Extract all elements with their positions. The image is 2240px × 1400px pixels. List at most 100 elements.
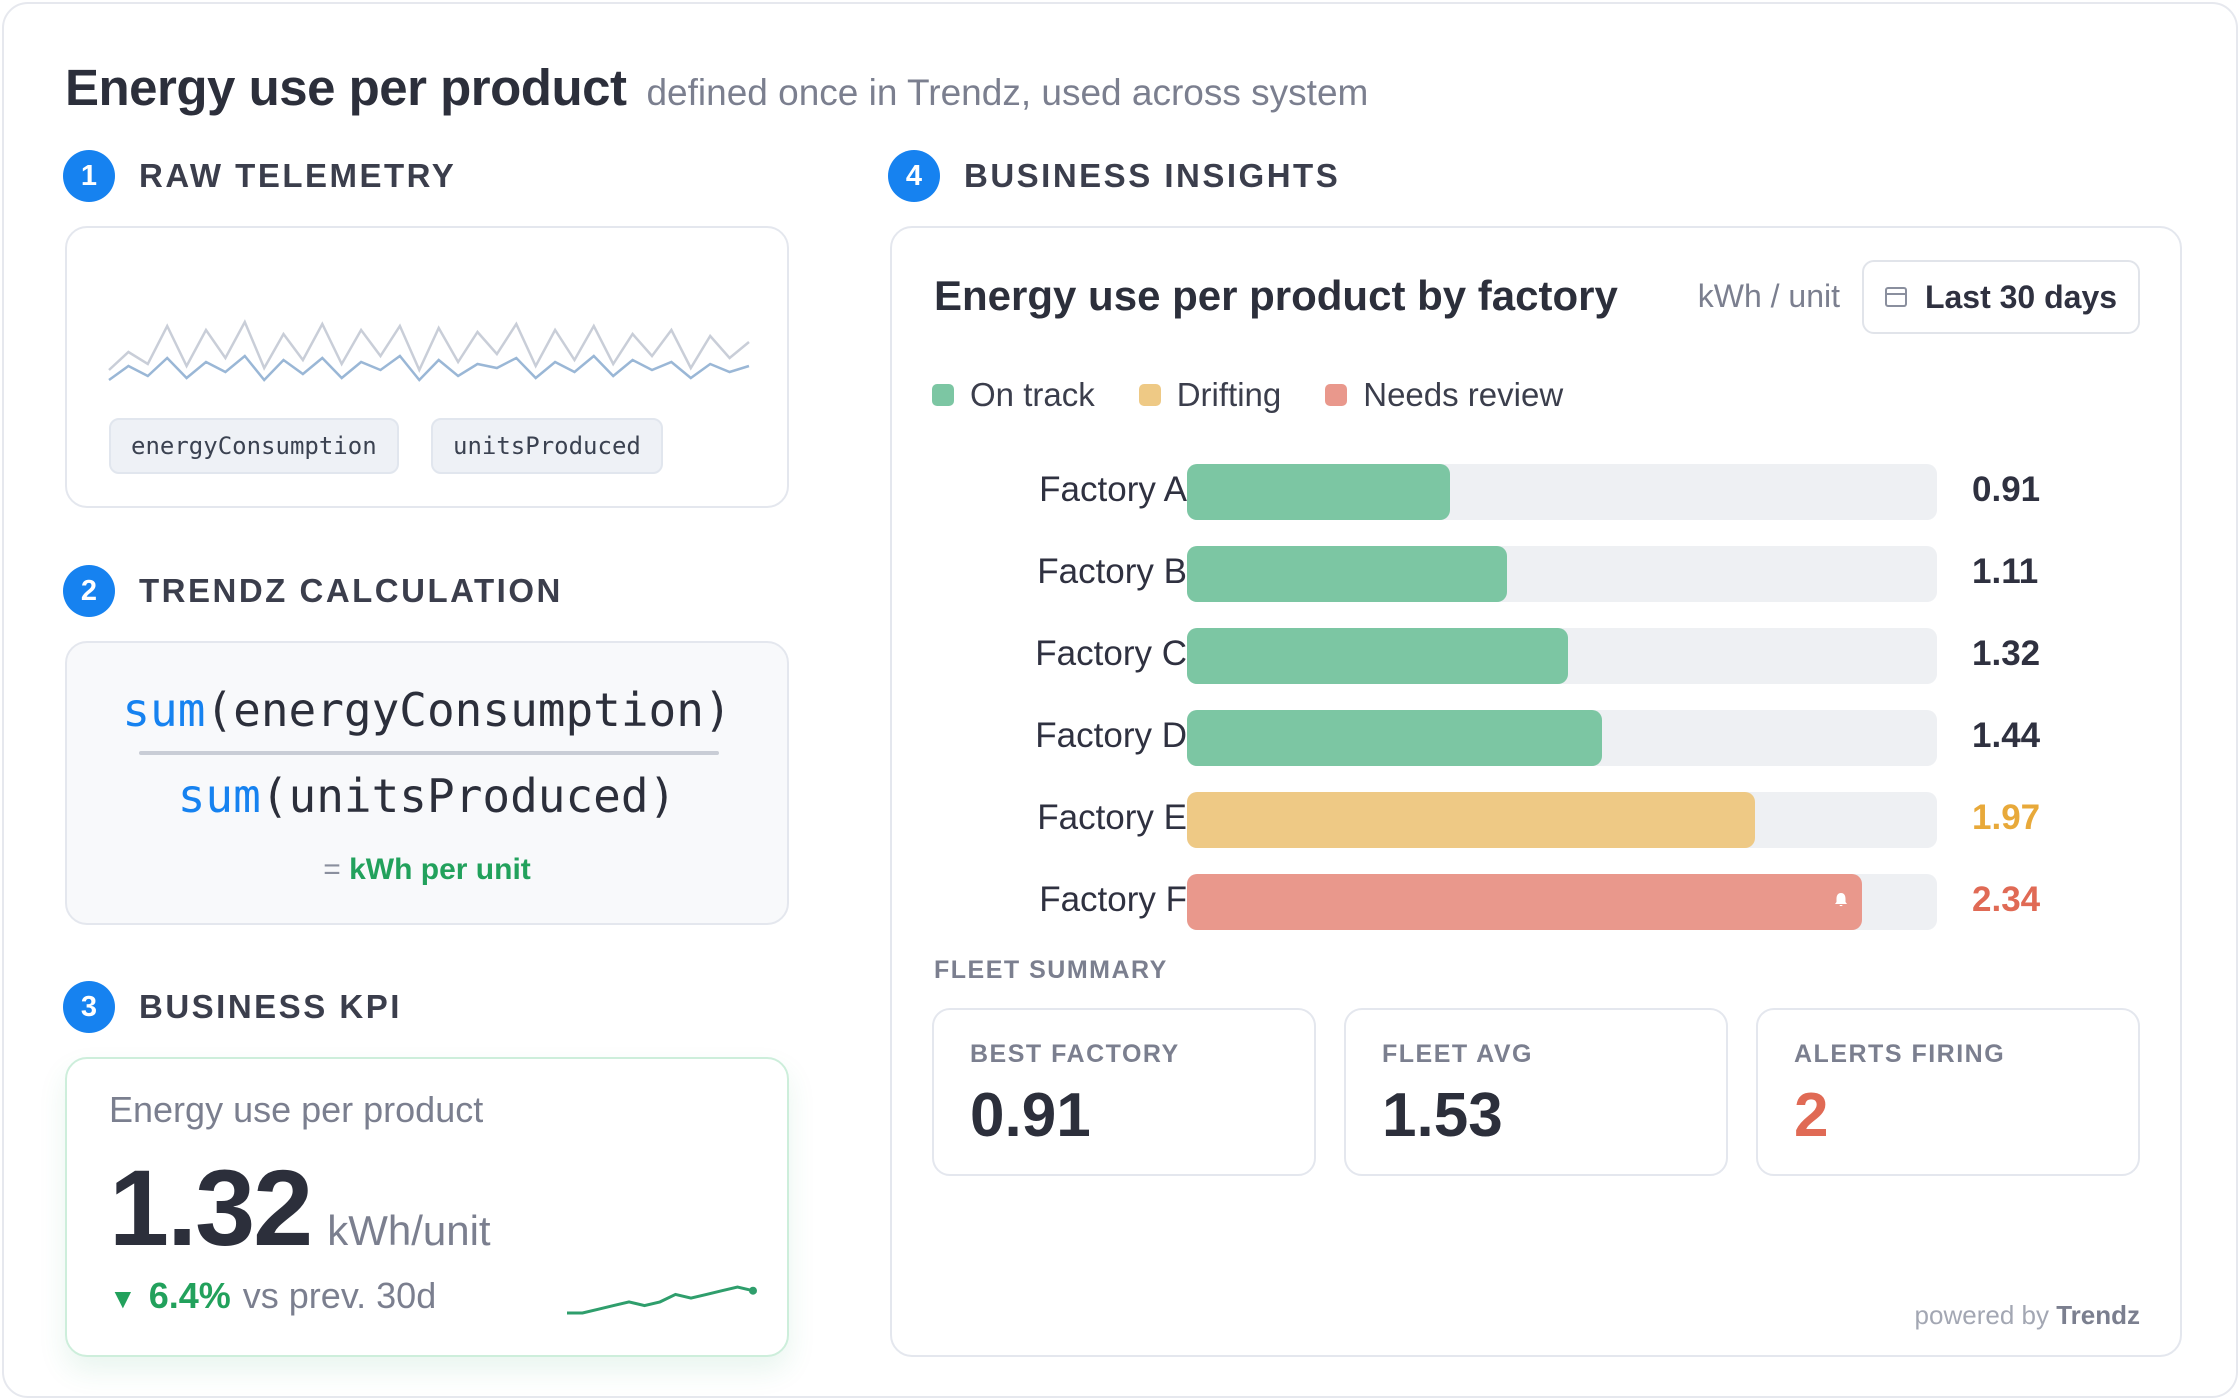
powered-prefix: powered by [1914,1300,2049,1330]
kpi-unit: kWh/unit [327,1207,491,1254]
bar-chart: Factory A 0.91 Factory B 1.11 Factory C 1.32 F… [892,228,2180,1355]
kpi-delta: ▼ 6.4% vs prev. 30d [109,1275,436,1317]
fraction-bar [139,751,719,755]
fleet-card-alerts-firing[interactable]: ALERTS FIRING 2 [1756,1008,2140,1176]
step-label: BUSINESS INSIGHTS [964,157,1341,194]
step-raw-telemetry: 1 RAW TELEMETRY [63,150,456,202]
kpi-value-row: 1.32 kWh/unit [109,1145,491,1270]
fleet-card-label: ALERTS FIRING [1794,1040,2006,1068]
legend-label: On track [970,376,1095,413]
bar-track [1187,546,1937,602]
insights-card: Energy use per product by factory kWh / … [890,226,2182,1357]
bar-track [1187,874,1937,930]
step-label: BUSINESS KPI [139,988,402,1025]
bar-fill [1187,464,1450,520]
bar-row[interactable]: Factory E 1.97 [892,792,2180,848]
telemetry-sparklines [108,319,750,382]
bell-icon [1835,893,1847,907]
bar-category-label: Factory C [1035,634,1187,673]
bar-value-label: 1.97 [1972,798,2041,837]
result-unit: kWh per unit [349,853,531,886]
kpi-delta-value: 6.4% [148,1275,231,1316]
step-number-badge: 3 [63,981,115,1033]
fleet-card-value: 1.53 [1382,1081,1503,1150]
step-trendz-calculation: 2 TRENDZ CALCULATION [63,565,563,617]
tag-energy-consumption[interactable]: energyConsumption [109,418,399,474]
legend-item-drifting[interactable]: Drifting [1138,376,1282,414]
bar-category-label: Factory E [1037,798,1187,837]
fleet-card-value: 0.91 [970,1081,1091,1150]
bar-row[interactable]: Factory F 2.34 [892,874,2180,930]
numerator-argument: (energyConsumption) [205,683,732,737]
step-business-insights: 4 BUSINESS INSIGHTS [888,150,1340,202]
legend-item-on-track[interactable]: On track [932,376,1095,414]
units-produced-line [108,354,750,382]
result-prefix: = [323,853,341,886]
kpi-sparkline-endpoint [749,1286,757,1295]
page-subtitle: defined once in Trendz, used across syst… [646,72,1369,113]
date-range-label: Last 30 days [1924,278,2118,315]
fleet-card-label: FLEET AVG [1382,1040,1533,1068]
step-number-badge: 2 [63,565,115,617]
formula-denominator: sum(unitsProduced) [67,769,787,823]
bar-fill [1187,546,1508,602]
legend-label: Needs review [1363,376,1564,413]
step-number-badge: 1 [63,150,115,202]
energy-consumption-line [108,319,750,374]
bar-category-label: Factory D [1035,716,1187,755]
formula-numerator: sum(energyConsumption) [67,683,787,737]
bar-category-label: Factory B [1037,552,1187,591]
legend-swatch [1325,384,1348,406]
denominator-function: sum [177,769,261,823]
bar-fill [1187,710,1603,766]
fleet-card-fleet-avg[interactable]: FLEET AVG 1.53 [1344,1008,1728,1176]
bar-category-label: Factory A [1039,470,1187,509]
denominator-argument: (unitsProduced) [260,769,677,823]
chart-unit-label: kWh / unit [1697,278,1840,314]
bar-row[interactable]: Factory A 0.91 [892,464,2180,520]
chart-title: Energy use per product by factory [934,272,1618,319]
formula-result: = kWh per unit [67,853,787,887]
step-business-kpi: 3 BUSINESS KPI [63,981,402,1033]
bar-value-label: 1.32 [1972,634,2041,673]
bar-fill [1187,628,1568,684]
bar-track [1187,710,1937,766]
bar-fill [1187,874,1862,930]
bar-category-label: Factory F [1039,880,1187,919]
kpi-label: Energy use per product [109,1089,484,1130]
date-range-button[interactable]: Last 30 days [1862,260,2140,334]
kpi-sparkline [567,1285,757,1315]
calendar-icon [1884,287,1907,307]
fleet-card-value: 2 [1794,1081,1829,1150]
legend-label: Drifting [1176,376,1282,413]
chart-legend: On track Drifting Needs review [932,376,1563,414]
page-title: Energy use per product [65,59,627,116]
bar-value-label: 0.91 [1972,470,2041,509]
header: Energy use per product defined once in T… [65,58,1368,117]
legend-swatch [1138,384,1161,406]
bar-row[interactable]: Factory B 1.11 [892,546,2180,602]
step-label: TRENDZ CALCULATION [139,572,563,609]
kpi-card[interactable]: Energy use per product 1.32 kWh/unit ▼ 6… [65,1057,789,1357]
fleet-card-best-factory[interactable]: BEST FACTORY 0.91 [932,1008,1316,1176]
step-label: RAW TELEMETRY [139,157,457,194]
fleet-summary-label: FLEET SUMMARY [934,956,1168,984]
bar-fill [1187,792,1756,848]
bar-track [1187,464,1937,520]
telemetry-card: energyConsumption unitsProduced [65,226,789,508]
legend-swatch [932,384,954,406]
bar-value-label: 1.44 [1972,716,2041,755]
fleet-card-label: BEST FACTORY [970,1040,1180,1068]
bar-row[interactable]: Factory D 1.44 [892,710,2180,766]
bar-track [1187,628,1937,684]
powered-by: powered by Trendz [1915,1300,2140,1331]
legend-item-needs-review[interactable]: Needs review [1325,376,1563,414]
bar-row[interactable]: Factory C 1.32 [892,628,2180,684]
kpi-delta-text: vs prev. 30d [242,1275,437,1316]
tag-units-produced[interactable]: unitsProduced [431,418,663,474]
triangle-down-icon: ▼ [109,1283,137,1314]
step-number-badge: 4 [888,150,940,202]
numerator-function: sum [122,683,206,737]
kpi-sparkline-line [567,1285,754,1315]
